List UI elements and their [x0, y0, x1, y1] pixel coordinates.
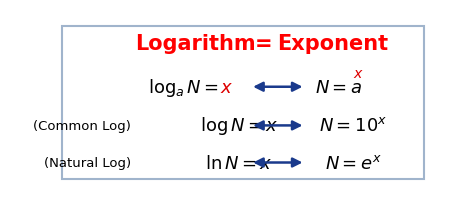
Text: $x$: $x$	[220, 78, 233, 96]
Text: $\log N = x$: $\log N = x$	[200, 115, 279, 137]
Text: $N = e^{x}$: $N = e^{x}$	[325, 154, 382, 172]
Text: Logarithm: Logarithm	[135, 34, 255, 54]
FancyBboxPatch shape	[62, 27, 424, 179]
Text: (Common Log): (Common Log)	[33, 119, 131, 132]
Text: $N = a^{}$: $N = a^{}$	[316, 78, 363, 96]
Text: Exponent: Exponent	[277, 34, 389, 54]
Text: (Natural Log): (Natural Log)	[44, 156, 131, 169]
Text: $\ln N = x$: $\ln N = x$	[205, 154, 273, 172]
Text: $\log_{a} N = $: $\log_{a} N = $	[148, 76, 219, 98]
Text: $x$: $x$	[353, 66, 364, 80]
Text: $N = 10^{x}$: $N = 10^{x}$	[319, 117, 387, 135]
Text: =: =	[255, 34, 272, 54]
